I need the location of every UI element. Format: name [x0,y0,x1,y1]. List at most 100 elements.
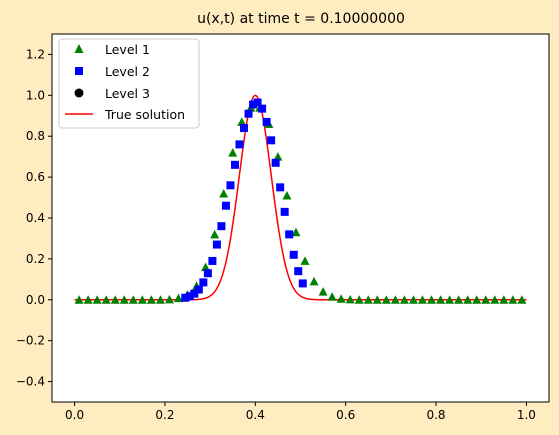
level-1-point [219,188,229,198]
level-1-point [517,295,527,304]
level-1-point [146,295,156,304]
level-2-point [230,160,239,169]
level-2-point [185,292,194,301]
y-tick-label: 0.4 [26,211,45,225]
level-1-point [291,227,301,237]
y-tick-label: 0.0 [26,293,45,307]
level-1-point [309,276,319,286]
level-1-point [427,295,437,304]
level-2-point [199,278,208,287]
x-tick-label: 0.8 [426,408,445,422]
level-1-point [237,117,247,126]
level-1-point [201,262,211,272]
level-2-point [280,207,289,216]
level-1-point [408,295,418,304]
y-tick-label: −0.4 [16,375,45,389]
y-tick-label: 1.0 [26,88,45,102]
level-1-point [372,295,382,304]
level-2-point [294,267,303,276]
level-2-point [267,136,276,145]
level-2-point [262,117,271,126]
level-1-point [399,295,409,304]
level-1-point [110,295,120,304]
legend-label-true-solution: True solution [104,107,185,122]
level-2-points [181,98,307,302]
legend-label-level-3: Level 3 [105,86,150,101]
level-2-point [298,279,307,288]
level-1-point [381,295,391,304]
level-1-point [228,148,238,157]
legend-marker-level-3 [74,88,84,98]
level-2-point [203,269,212,278]
level-2-point [217,222,226,231]
plot-frame [51,33,550,403]
level-2-point [194,285,203,294]
legend-label-level-2: Level 2 [105,64,150,79]
legend-box [58,38,200,129]
x-tick-label: 0.0 [65,408,84,422]
level-1-point [490,295,500,304]
level-2-point [235,140,244,149]
x-axis-ticks: 0.0 0.2 0.4 0.6 0.8 1.0 [65,402,536,422]
level-1-point [92,295,102,304]
level-1-point [390,295,400,304]
y-axis-ticks: −0.4 −0.2 0.0 0.2 0.4 0.6 0.8 1.0 1.2 [16,47,52,389]
level-2-point [285,230,294,239]
level-1-point [273,152,283,161]
level-1-point [164,294,174,304]
level-1-point [363,295,373,304]
level-2-point [258,104,267,113]
level-1-point [499,295,509,304]
level-1-point [137,295,147,304]
y-tick-label: 0.2 [26,252,45,266]
level-2-point [276,183,285,192]
level-1-point [436,295,446,304]
level-1-point [463,295,473,304]
x-tick-label: 0.4 [246,408,265,422]
level-1-point [354,295,364,304]
x-tick-label: 0.6 [336,408,355,422]
level-1-point [472,295,482,304]
level-1-point [300,256,310,265]
level-2-point [208,256,217,265]
level-1-point [454,295,464,304]
level-1-point [210,229,220,239]
legend-label-level-1: Level 1 [105,42,150,57]
level-1-point [318,287,328,296]
y-tick-label: 1.2 [26,47,45,61]
level-2-point [240,124,249,133]
level-1-point [101,295,111,304]
level-2-point [221,201,230,210]
y-tick-label: 0.8 [26,129,45,143]
level-1-point [327,292,337,301]
level-1-point [83,295,93,304]
y-tick-label: 0.6 [26,170,45,184]
legend-marker-level-2 [75,67,83,75]
x-tick-label: 1.0 [517,408,536,422]
level-1-point [417,295,427,304]
chart-title: u(x,t) at time t = 0.10000000 [197,11,405,27]
level-1-point [282,191,292,200]
level-1-point [74,295,84,304]
level-1-point [128,295,138,304]
legend-marker-level-1 [74,44,84,53]
level-1-point [155,295,165,304]
level-2-point [249,100,258,109]
y-tick-label: −0.2 [16,334,45,348]
legend: Level 1 Level 2 Level 3 True solution [58,38,200,129]
level-1-point [508,295,518,304]
x-tick-label: 0.2 [155,408,174,422]
level-1-point [174,293,184,303]
level-2-point [253,98,262,107]
level-1-point [336,294,346,303]
level-1-point [119,295,129,304]
level-2-point [190,289,199,298]
level-2-point [271,158,280,167]
level-1-point [445,295,455,304]
level-2-point [244,109,253,118]
level-2-point [181,293,190,302]
level-2-point [212,240,221,249]
level-1-points [74,103,527,304]
level-2-point [289,250,298,259]
